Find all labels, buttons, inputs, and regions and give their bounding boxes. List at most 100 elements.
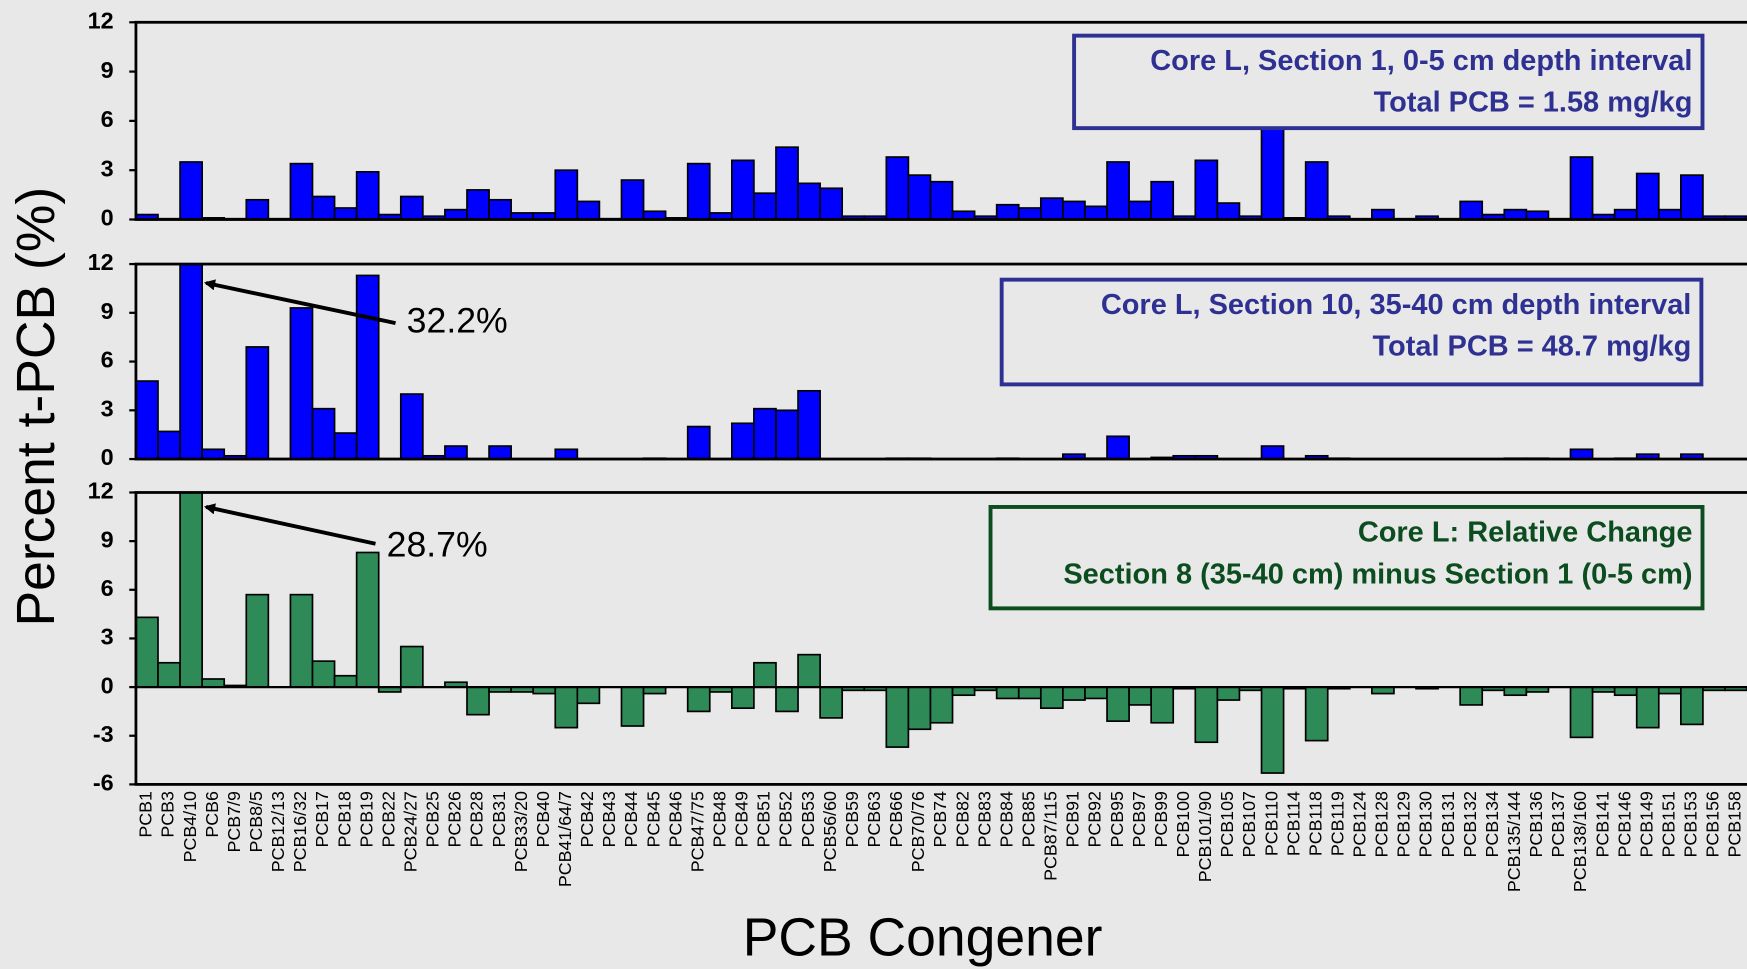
bar bbox=[311, 195, 336, 220]
bar bbox=[1503, 208, 1528, 220]
y-tick-label: 0 bbox=[101, 672, 114, 698]
x-tick-label: PCB12/13 bbox=[268, 791, 288, 872]
annotation-text: Total PCB = 48.7 mg/kg bbox=[1373, 330, 1692, 362]
bar bbox=[885, 686, 910, 748]
bar bbox=[444, 208, 468, 220]
bar bbox=[1525, 210, 1550, 220]
bar bbox=[1635, 172, 1660, 220]
x-tick-label: PCB129 bbox=[1394, 791, 1414, 857]
x-tick-label: PCB82 bbox=[952, 791, 972, 848]
bar bbox=[179, 264, 203, 460]
bar bbox=[995, 203, 1020, 220]
bar bbox=[355, 274, 380, 460]
x-tick-label: PCB141 bbox=[1592, 791, 1612, 857]
x-tick-label: PCB101/90 bbox=[1195, 791, 1215, 882]
bar bbox=[576, 200, 601, 220]
y-tick-label: 12 bbox=[88, 249, 114, 275]
x-tick-label: PCB33/20 bbox=[511, 791, 531, 872]
bar bbox=[1194, 686, 1219, 744]
y-tick-label: 3 bbox=[101, 624, 114, 650]
x-tick-label: PCB138/160 bbox=[1570, 791, 1590, 892]
bar bbox=[1194, 159, 1219, 220]
bar bbox=[1635, 686, 1660, 729]
x-tick-label: PCB118 bbox=[1305, 791, 1325, 856]
bar bbox=[444, 445, 468, 460]
y-tick-label: 12 bbox=[88, 7, 114, 33]
bar bbox=[245, 346, 270, 460]
bar bbox=[1216, 202, 1241, 220]
bar bbox=[819, 187, 844, 220]
x-tick-label: PCB4/10 bbox=[180, 791, 200, 862]
x-tick-label: PCB19 bbox=[356, 791, 376, 848]
bar bbox=[1150, 180, 1175, 220]
bar bbox=[135, 380, 159, 460]
x-tick-label: PCB28 bbox=[467, 791, 487, 848]
bar bbox=[554, 169, 579, 220]
x-tick-label: PCB42 bbox=[577, 791, 597, 848]
bar bbox=[1017, 686, 1042, 700]
bar bbox=[399, 195, 424, 220]
bar bbox=[1503, 686, 1528, 697]
bar bbox=[289, 307, 314, 460]
x-tick-label: PCB53 bbox=[798, 791, 818, 848]
annotation-box bbox=[988, 505, 1705, 611]
bar bbox=[686, 162, 711, 220]
x-tick-label: PCB132 bbox=[1460, 791, 1480, 857]
bar bbox=[1371, 208, 1395, 220]
annotation-box bbox=[1072, 33, 1705, 131]
x-tick-label: PCB22 bbox=[378, 791, 398, 848]
bar bbox=[1260, 118, 1285, 220]
bar bbox=[1084, 686, 1108, 700]
bar bbox=[1680, 686, 1704, 726]
x-tick-label: PCB17 bbox=[312, 791, 332, 848]
x-tick-label: PCB56/60 bbox=[820, 791, 840, 872]
bar bbox=[355, 551, 380, 688]
y-tick-label: 6 bbox=[101, 575, 114, 601]
bar bbox=[1304, 161, 1329, 220]
bar bbox=[576, 686, 601, 705]
x-tick-label: PCB134 bbox=[1482, 791, 1502, 857]
x-tick-label: PCB146 bbox=[1614, 791, 1634, 857]
bar bbox=[135, 616, 159, 688]
bar bbox=[333, 207, 358, 220]
bar bbox=[1680, 453, 1704, 460]
bar bbox=[289, 593, 314, 688]
x-tick-label: PCB44 bbox=[621, 791, 641, 848]
bar bbox=[201, 678, 226, 688]
x-tick-label: PCB70/76 bbox=[908, 791, 928, 872]
bar bbox=[355, 171, 380, 220]
x-tick-label: PCB136 bbox=[1526, 791, 1546, 857]
bar bbox=[995, 686, 1020, 700]
bar bbox=[1724, 215, 1747, 220]
bar bbox=[179, 161, 203, 220]
x-tick-label: PCB74 bbox=[930, 791, 950, 848]
x-tick-label: PCB114 bbox=[1283, 791, 1303, 856]
y-tick-label: 9 bbox=[101, 526, 114, 552]
x-tick-label: PCB91 bbox=[1063, 791, 1083, 848]
y-tick-label: 12 bbox=[88, 478, 114, 504]
y-tick-label: 0 bbox=[101, 444, 114, 470]
x-tick-label: PCB110 bbox=[1261, 791, 1281, 856]
annotation-text: Total PCB = 1.58 mg/kg bbox=[1374, 86, 1693, 118]
bar bbox=[554, 686, 579, 729]
bar bbox=[1613, 208, 1638, 220]
bar bbox=[885, 156, 910, 220]
bar bbox=[311, 660, 336, 688]
bar bbox=[311, 407, 336, 460]
bar bbox=[1216, 686, 1241, 701]
bar bbox=[1304, 686, 1329, 742]
x-tick-label: PCB156 bbox=[1703, 791, 1723, 857]
bar bbox=[620, 686, 645, 727]
bar bbox=[929, 180, 954, 220]
annotation-text: Core L: Relative Change bbox=[1358, 516, 1693, 548]
y-tick-label: 6 bbox=[101, 347, 114, 373]
x-tick-label: PCB48 bbox=[709, 791, 729, 848]
x-tick-label: PCB31 bbox=[489, 791, 509, 848]
x-tick-label: PCB137 bbox=[1548, 791, 1568, 857]
y-tick-label: 0 bbox=[101, 205, 114, 231]
bar bbox=[753, 661, 777, 688]
bar bbox=[1062, 453, 1086, 460]
bar bbox=[1459, 200, 1484, 220]
bar bbox=[797, 653, 821, 688]
x-tick-label: PCB41/64/7 bbox=[555, 791, 575, 887]
